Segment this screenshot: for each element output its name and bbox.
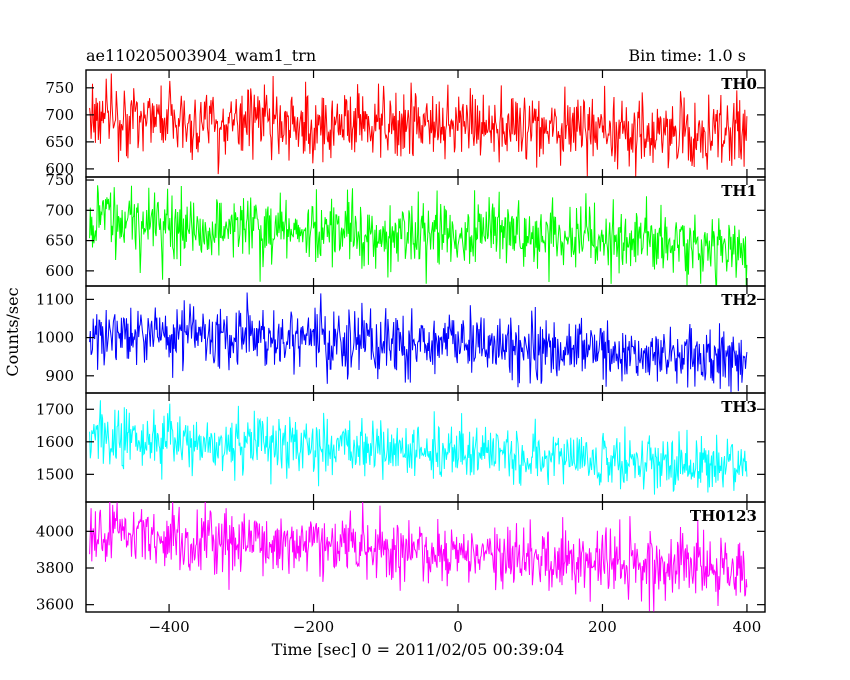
y-tick-label: 4000	[36, 522, 74, 540]
y-tick-label: 600	[45, 160, 74, 178]
x-axis-label: Time [sec] 0 = 2011/02/05 00:39:04	[272, 640, 565, 659]
x-tick-label: −400	[148, 618, 189, 636]
y-tick-label: 700	[45, 106, 74, 124]
y-tick-label: 3800	[36, 559, 74, 577]
y-tick-label: 750	[45, 171, 74, 189]
panel-th1: 600 650 700 750 TH1	[45, 171, 766, 287]
bin-time-label: Bin time: 1.0 s	[628, 46, 746, 65]
y-tick-label: 1600	[36, 433, 74, 451]
panel-th0: 600 650 700 750 TH0	[45, 69, 766, 178]
y-tick-label: 650	[45, 232, 74, 250]
panel-label: TH0	[721, 75, 757, 93]
series-th0	[89, 73, 748, 178]
series-th3	[89, 400, 748, 495]
panels-group: 600 650 700 750 TH0 600 650 700 750 TH1 900 1000 110…	[36, 69, 766, 614]
panel-label: TH2	[721, 291, 757, 309]
y-tick-label: 750	[45, 79, 74, 97]
y-tick-label: 1500	[36, 465, 74, 483]
x-axis: −400 −200 0 200 400	[148, 618, 761, 636]
series-th2	[89, 292, 748, 393]
panel-th3: 1500 1600 1700 TH3	[36, 392, 766, 503]
y-tick-label: 1000	[36, 329, 74, 347]
panel-th0123: 3600 3800 4000 TH0123	[36, 501, 766, 614]
panel-th2: 900 1000 1100 TH2	[36, 285, 766, 394]
x-tick-label: 400	[733, 618, 762, 636]
series-th1	[89, 185, 748, 286]
y-axis-label: Counts/sec	[3, 287, 22, 376]
panel-frame	[85, 501, 766, 613]
panel-label: TH0123	[690, 507, 757, 525]
panel-label: TH1	[721, 182, 757, 200]
y-tick-label: 1100	[36, 290, 74, 308]
x-tick-label: −200	[293, 618, 334, 636]
y-tick-label: 900	[45, 367, 74, 385]
y-tick-label: 3600	[36, 596, 74, 614]
y-tick-label: 700	[45, 201, 74, 219]
x-tick-label: 0	[453, 618, 463, 636]
y-tick-label: 600	[45, 262, 74, 280]
y-tick-label: 1700	[36, 400, 74, 418]
y-tick-label: 650	[45, 133, 74, 151]
x-tick-label: 200	[588, 618, 617, 636]
panel-label: TH3	[721, 398, 757, 416]
chart-title: ae110205003904_wam1_trn	[86, 46, 316, 65]
series-th0123	[89, 501, 748, 612]
